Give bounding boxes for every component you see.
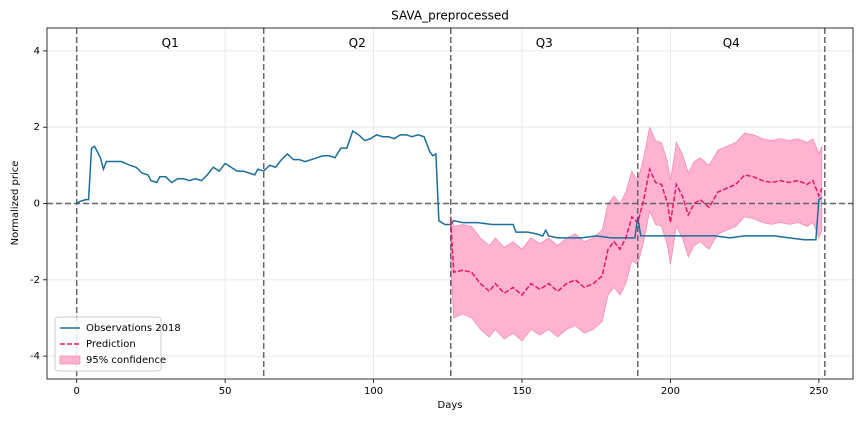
quarter-label: Q4 bbox=[723, 36, 740, 50]
y-tick-label: 0 bbox=[34, 199, 40, 210]
x-tick-label: 50 bbox=[219, 386, 232, 397]
quarter-label: Q2 bbox=[349, 36, 366, 50]
legend-label: 95% confidence bbox=[86, 355, 166, 366]
legend-label: Observations 2018 bbox=[86, 323, 181, 334]
x-tick-label: 100 bbox=[364, 386, 383, 397]
x-axis-label: Days bbox=[438, 400, 463, 411]
chart-title: SAVA_preprocessed bbox=[391, 9, 509, 23]
series-line bbox=[76, 129, 823, 241]
x-tick-label: 250 bbox=[809, 386, 828, 397]
y-tick-label: -4 bbox=[30, 351, 40, 362]
legend-box bbox=[54, 316, 162, 372]
quarter-label: Q3 bbox=[536, 36, 553, 50]
x-tick-label: 150 bbox=[512, 386, 531, 397]
plot-frame bbox=[46, 27, 854, 380]
legend-label: Prediction bbox=[86, 339, 136, 350]
x-tick-label: 200 bbox=[661, 386, 680, 397]
x-tick-label: 0 bbox=[73, 386, 79, 397]
series-line bbox=[449, 166, 823, 297]
y-axis-label: Normalized price bbox=[10, 161, 21, 246]
y-tick-label: 4 bbox=[34, 46, 40, 57]
legend-swatch bbox=[59, 355, 81, 365]
quarter-label: Q1 bbox=[162, 36, 179, 50]
y-tick-label: -2 bbox=[30, 275, 40, 286]
y-tick-label: 2 bbox=[34, 122, 40, 133]
